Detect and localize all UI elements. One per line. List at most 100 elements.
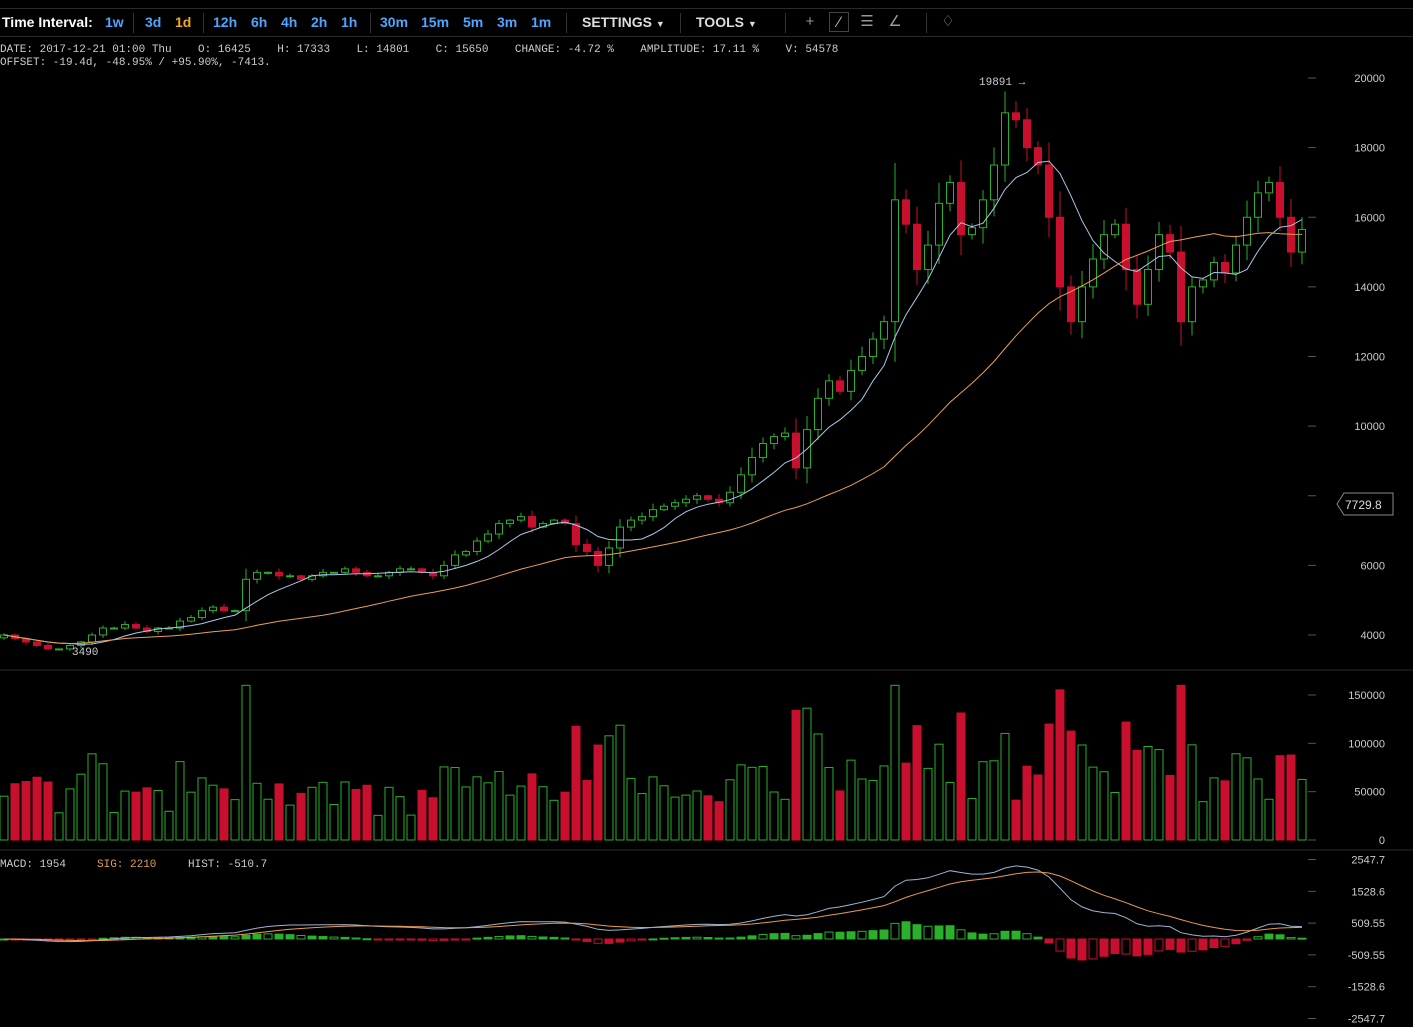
- interval-1d[interactable]: 1d: [175, 14, 192, 30]
- histogram-bar: [835, 931, 845, 940]
- candle: [330, 571, 338, 574]
- volume-bar: [967, 798, 977, 841]
- interval-30m[interactable]: 30m: [380, 14, 409, 30]
- volume-bar: [1044, 723, 1054, 841]
- histogram-bar: [813, 933, 823, 940]
- interval-5m[interactable]: 5m: [463, 14, 484, 30]
- interval-12h[interactable]: 12h: [213, 14, 238, 30]
- histogram-bar: [934, 925, 944, 940]
- histogram-bar: [1264, 933, 1274, 940]
- interval-4h[interactable]: 4h: [281, 14, 298, 30]
- candle: [737, 467, 745, 499]
- candle: [605, 541, 613, 574]
- histogram-bar: [505, 935, 515, 940]
- histogram-bar: [219, 936, 229, 940]
- separator: [370, 13, 371, 33]
- volume-bar: [483, 782, 493, 841]
- volume-bar: [1143, 745, 1153, 841]
- volume-bar: [846, 759, 856, 841]
- volume-bar: [362, 784, 372, 841]
- histogram-bar: [87, 938, 97, 941]
- volume-bar: [725, 779, 735, 841]
- fan-tool-icon[interactable]: ∠: [888, 13, 902, 30]
- macd-tick-label: -1528.6: [1348, 982, 1385, 994]
- volume-bar: [428, 797, 438, 841]
- volume-bar: [318, 781, 328, 841]
- histogram-legend: HIST: -510.7: [188, 859, 267, 871]
- crosshair-icon[interactable]: +: [805, 13, 815, 30]
- interval-1m[interactable]: 1m: [531, 14, 552, 30]
- volume-bar: [1077, 744, 1087, 841]
- volume-bar: [835, 790, 845, 841]
- candle: [1111, 219, 1119, 239]
- volume-bar: [219, 788, 229, 841]
- histogram-bar: [857, 930, 867, 940]
- volume-bar: [1110, 792, 1120, 841]
- candle: [583, 539, 591, 556]
- separator: [203, 13, 204, 33]
- volume-bar: [109, 812, 119, 841]
- tools-menu[interactable]: TOOLS ▼: [696, 14, 757, 30]
- volume-bar: [164, 810, 174, 841]
- volume-bar: [538, 786, 548, 841]
- volume-bar: [890, 684, 900, 841]
- settings-menu[interactable]: SETTINGS ▼: [582, 14, 665, 30]
- candle: [902, 189, 910, 234]
- interval-1h[interactable]: 1h: [341, 14, 358, 30]
- histogram-bar: [296, 934, 306, 940]
- candle: [957, 160, 965, 256]
- ohlc-info: DATE: 2017-12-21 01:00 Thu O: 16425 H: 1…: [0, 44, 839, 56]
- price-tick-label: 18000: [1354, 143, 1385, 155]
- volume-bar: [395, 796, 405, 841]
- low-annotation: 3490: [72, 647, 98, 659]
- histogram-bar: [1231, 938, 1241, 945]
- candle: [154, 626, 162, 635]
- interval-6h[interactable]: 6h: [251, 14, 268, 30]
- histogram-bar: [395, 938, 405, 941]
- histogram-bar: [736, 936, 746, 940]
- interval-3m[interactable]: 3m: [497, 14, 518, 30]
- volume-bar: [54, 812, 64, 841]
- axis-labels: 20000 18000 16000 14000 12000 10000 6000 4000 15…: [1308, 73, 1385, 1026]
- volume-bar: [329, 804, 339, 841]
- candle: [968, 223, 976, 240]
- volume-bar: [1220, 780, 1230, 841]
- volume-bar: [0, 795, 9, 841]
- macd-tick-label: 509.55: [1351, 918, 1385, 930]
- volume-bar: [340, 781, 350, 841]
- histogram-bar: [571, 938, 581, 941]
- candle: [1133, 254, 1141, 319]
- line-tool-icon[interactable]: ∕: [829, 12, 849, 32]
- histogram-bar: [923, 925, 933, 940]
- volume-bar: [1088, 766, 1098, 841]
- menu-icon[interactable]: ☰: [860, 13, 874, 30]
- interval-1w[interactable]: 1w: [105, 14, 124, 30]
- histogram-bar: [1077, 938, 1087, 961]
- histogram-bar: [648, 938, 658, 941]
- fast-ma-line: [3, 160, 1303, 645]
- candle: [935, 182, 943, 265]
- bell-icon[interactable]: ♢: [941, 13, 955, 30]
- interval-15m[interactable]: 15m: [421, 14, 450, 30]
- candle: [594, 546, 602, 573]
- volume-bar: [692, 790, 702, 841]
- histogram-bar: [384, 938, 394, 941]
- candle: [704, 494, 712, 502]
- volume-bar: [505, 794, 515, 841]
- volume-bar: [747, 766, 757, 841]
- volume-bar: [582, 779, 592, 841]
- candle: [132, 622, 140, 630]
- volume-bar: [417, 789, 427, 841]
- interval-3d[interactable]: 3d: [145, 14, 162, 30]
- interval-2h[interactable]: 2h: [311, 14, 328, 30]
- candle: [462, 549, 470, 557]
- histogram-bar: [406, 938, 416, 941]
- price-marker-label: 7729.8: [1345, 498, 1382, 512]
- histogram-bar: [230, 936, 240, 940]
- volume-bar: [1000, 732, 1010, 841]
- macd-tick-label: 1528.6: [1351, 886, 1385, 898]
- candle: [341, 566, 349, 574]
- candle: [1100, 220, 1108, 269]
- volume-bar: [956, 712, 966, 841]
